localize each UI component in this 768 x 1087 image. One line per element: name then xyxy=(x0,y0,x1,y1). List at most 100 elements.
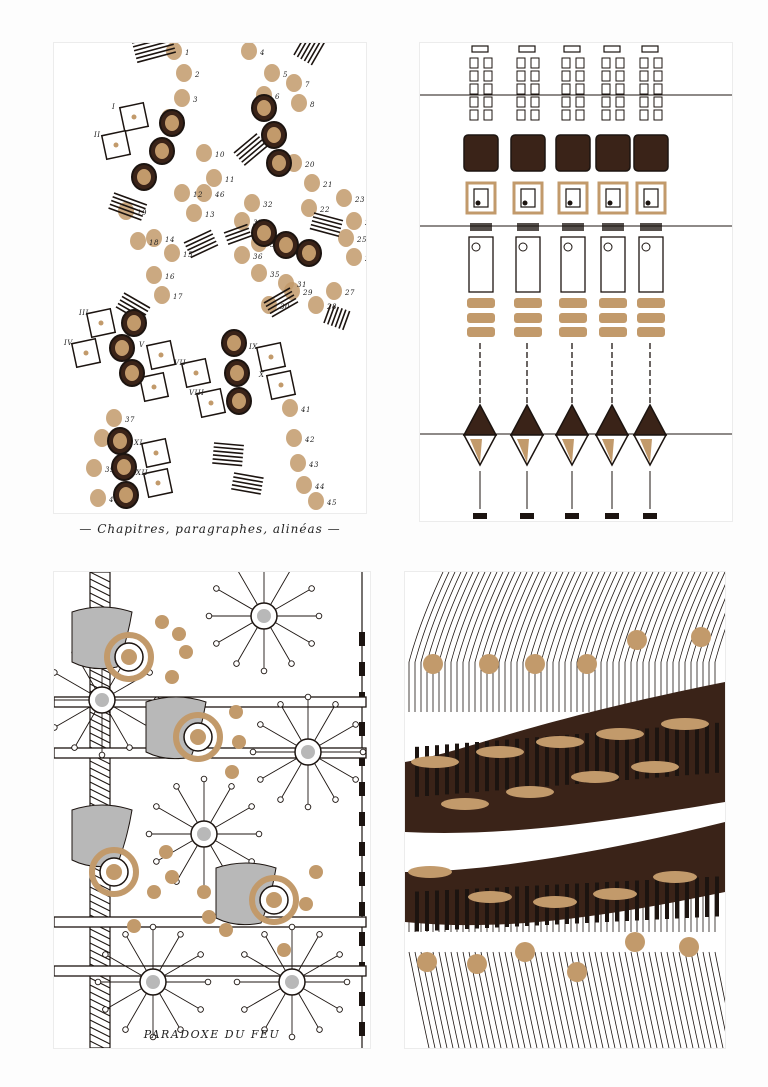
gold-bead xyxy=(467,954,487,974)
roman-numeral: X xyxy=(258,371,265,379)
network-node xyxy=(288,660,295,667)
box-dot xyxy=(83,350,89,356)
gold-node xyxy=(179,645,193,659)
gold-bar xyxy=(559,298,587,308)
chapter-blob-core xyxy=(272,155,286,171)
network-node xyxy=(177,931,184,938)
network-drawing xyxy=(54,572,367,1048)
gold-dot xyxy=(282,399,298,417)
gold-lens xyxy=(596,728,644,740)
bottom-strand xyxy=(528,951,550,1048)
top-strand xyxy=(540,572,576,663)
edge-mark xyxy=(359,812,365,826)
network-node xyxy=(153,858,160,865)
small-cell xyxy=(483,57,493,69)
stripe-lower xyxy=(615,881,619,922)
chapters-drawing: 1234567891011121314151617181920212223242… xyxy=(63,43,366,510)
network-node xyxy=(261,931,268,938)
column-hatch xyxy=(89,676,111,688)
paragraph-number: 36 xyxy=(253,253,263,261)
top-strand xyxy=(420,572,456,663)
gold-frame xyxy=(465,181,497,215)
gold-bar xyxy=(599,298,627,308)
gold-bar xyxy=(637,327,665,337)
stripe-upper xyxy=(715,722,719,773)
stripe-upper xyxy=(435,745,439,796)
hatch-group xyxy=(183,229,219,259)
small-cell xyxy=(601,96,611,108)
small-cell xyxy=(601,57,611,69)
bottom-strand xyxy=(618,951,640,1048)
paragraph-number: 21 xyxy=(322,181,333,189)
stripe-lower xyxy=(705,877,709,917)
chapter-blob-core xyxy=(155,143,169,159)
paragraph-number: 27 xyxy=(344,289,355,297)
stripe-lower xyxy=(445,890,449,930)
dark-block xyxy=(463,134,499,172)
gold-node xyxy=(197,885,211,899)
box-dot xyxy=(151,384,157,390)
gold-node xyxy=(147,885,161,899)
small-cell xyxy=(530,83,540,95)
network-node xyxy=(173,783,180,790)
ring-core xyxy=(266,892,282,908)
bottom-strand xyxy=(444,951,466,1048)
bottom-strand xyxy=(594,951,616,1048)
chapter-blob-core xyxy=(115,340,129,356)
roman-numeral: VIII xyxy=(189,389,204,397)
paragraph-number: 17 xyxy=(173,293,183,301)
bottom-strand xyxy=(708,951,725,1032)
gold-lens xyxy=(661,718,709,730)
gold-dot xyxy=(196,184,212,202)
bottom-strand xyxy=(684,951,706,1048)
columns-drawing xyxy=(420,45,732,519)
network-node xyxy=(149,923,157,931)
network-node xyxy=(228,783,235,790)
small-cell xyxy=(561,70,571,82)
small-cell xyxy=(516,83,526,95)
gold-dot xyxy=(94,429,110,447)
paragraph-number: 40 xyxy=(108,496,119,504)
bottom-strand xyxy=(576,951,598,1048)
waves-drawing xyxy=(405,572,725,1048)
small-cell xyxy=(575,96,585,108)
network-node xyxy=(248,803,255,810)
column-hatch xyxy=(89,774,111,786)
top-strand xyxy=(480,572,516,663)
paragraph-number: 2 xyxy=(194,71,200,79)
gold-node xyxy=(159,845,173,859)
gold-dot xyxy=(286,429,302,447)
bottom-strand xyxy=(432,951,454,1048)
bottom-strand xyxy=(600,951,622,1048)
top-strand xyxy=(432,572,468,663)
bottom-strand xyxy=(630,951,652,1048)
gold-dot xyxy=(166,43,182,60)
paragraph-number: 22 xyxy=(319,206,330,214)
stripe-lower xyxy=(675,878,679,919)
paragraph-number: 46 xyxy=(214,191,225,199)
network-node xyxy=(304,803,312,811)
gold-dot xyxy=(118,202,134,220)
top-strand xyxy=(666,572,702,663)
triangle-gold xyxy=(602,439,614,463)
top-strand xyxy=(534,572,570,663)
small-cell xyxy=(575,70,585,82)
tall-cell xyxy=(560,236,586,293)
roman-numeral: XII xyxy=(135,469,148,477)
chapter-blob-core xyxy=(267,127,281,143)
top-strand xyxy=(522,572,558,663)
paragraph-number: 1 xyxy=(185,49,190,57)
edge-mark xyxy=(359,872,365,886)
edge-mark xyxy=(359,992,365,1006)
network-node xyxy=(197,1006,204,1013)
stripe-lower xyxy=(535,885,539,926)
roman-numeral: III xyxy=(78,309,89,317)
small-cell xyxy=(601,83,611,95)
small-cell xyxy=(615,96,625,108)
network-node xyxy=(308,640,315,647)
small-cell xyxy=(575,57,585,69)
box-dot xyxy=(193,370,199,376)
bottom-strand xyxy=(690,951,712,1048)
box-dot xyxy=(208,400,214,406)
roman-numeral: II xyxy=(93,131,101,139)
